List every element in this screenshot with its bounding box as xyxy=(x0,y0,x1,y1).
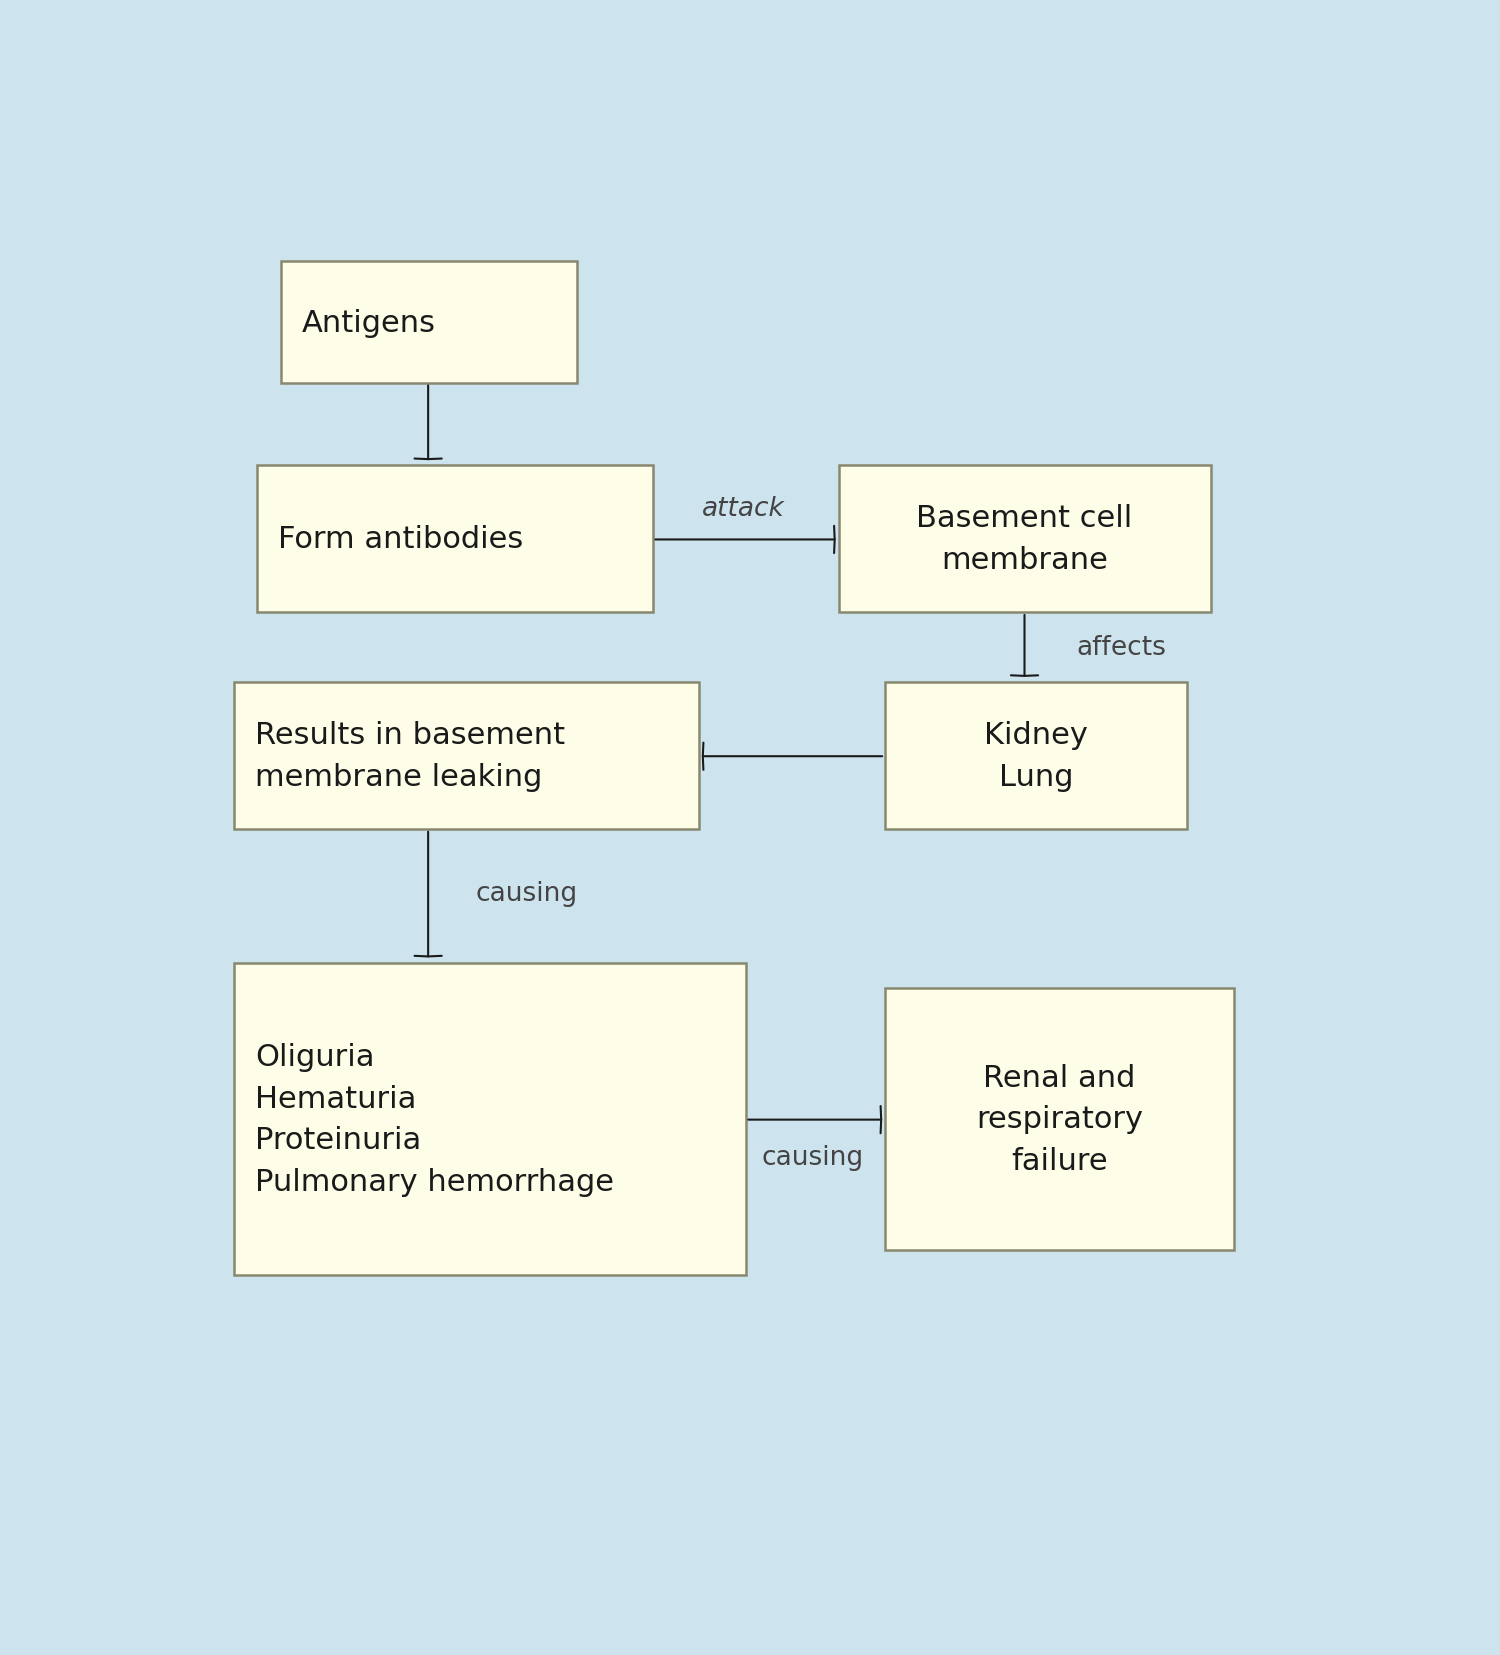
Text: Renal and
respiratory
failure: Renal and respiratory failure xyxy=(976,1063,1143,1175)
Text: causing: causing xyxy=(762,1144,864,1170)
Text: Basement cell
membrane: Basement cell membrane xyxy=(916,505,1132,574)
Text: attack: attack xyxy=(702,495,784,521)
Text: Results in basement
membrane leaking: Results in basement membrane leaking xyxy=(255,722,566,791)
FancyBboxPatch shape xyxy=(258,467,652,612)
FancyBboxPatch shape xyxy=(280,263,578,384)
FancyBboxPatch shape xyxy=(885,988,1233,1250)
Text: Kidney
Lung: Kidney Lung xyxy=(984,722,1088,791)
Text: Form antibodies: Form antibodies xyxy=(278,525,524,554)
Text: causing: causing xyxy=(476,880,578,907)
FancyBboxPatch shape xyxy=(234,684,699,829)
Text: Antigens: Antigens xyxy=(302,308,435,338)
Text: affects: affects xyxy=(1077,634,1167,660)
FancyBboxPatch shape xyxy=(234,963,746,1276)
FancyBboxPatch shape xyxy=(839,467,1210,612)
FancyBboxPatch shape xyxy=(885,684,1188,829)
Text: Oliguria
Hematuria
Proteinuria
Pulmonary hemorrhage: Oliguria Hematuria Proteinuria Pulmonary… xyxy=(255,1043,614,1197)
